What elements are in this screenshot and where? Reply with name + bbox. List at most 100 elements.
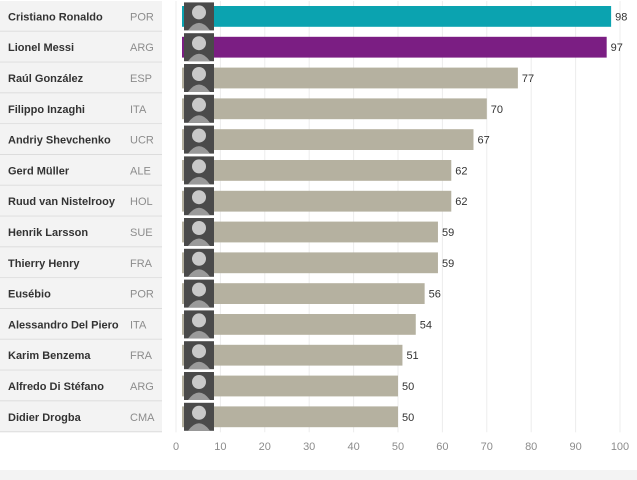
player-portrait-icon — [184, 2, 214, 31]
data-label: 62 — [455, 165, 467, 177]
x-tick-label: 30 — [303, 441, 315, 453]
portrait-head — [192, 282, 206, 297]
data-label: 77 — [522, 73, 534, 85]
player-name: Raúl González — [8, 73, 84, 85]
player-name: Didier Drogba — [8, 412, 82, 424]
bar[interactable] — [182, 67, 518, 89]
bar[interactable] — [182, 6, 612, 27]
portrait-head — [192, 190, 206, 205]
portrait-shoulders — [188, 361, 210, 370]
portrait-shoulders — [188, 300, 210, 308]
bar[interactable] — [182, 283, 425, 304]
x-tick-label: 70 — [481, 441, 493, 453]
data-label: 98 — [615, 11, 627, 23]
player-portrait-icon — [184, 156, 214, 185]
bar[interactable] — [182, 314, 416, 335]
label-cell — [0, 278, 162, 309]
label-cell — [0, 339, 162, 371]
x-tick-label: 0 — [173, 441, 179, 453]
data-label: 97 — [611, 42, 623, 54]
player-country: ARG — [130, 42, 154, 54]
label-cell — [0, 370, 162, 402]
player-portrait-icon — [184, 125, 214, 154]
portrait-shoulders — [188, 207, 210, 216]
portrait-head — [192, 36, 206, 51]
player-name: Gerd Müller — [8, 165, 70, 177]
x-tick-label: 80 — [525, 441, 537, 453]
player-name: Henrik Larsson — [8, 227, 88, 239]
bar[interactable] — [182, 252, 438, 274]
footer-strip — [0, 470, 637, 480]
player-portrait-icon — [184, 372, 214, 400]
player-portrait-icon — [184, 402, 214, 431]
x-tick-label: 90 — [569, 441, 581, 453]
player-name: Alfredo Di Stéfano — [8, 381, 104, 393]
portrait-head — [192, 375, 206, 389]
label-cell — [0, 124, 162, 155]
bar[interactable] — [182, 190, 452, 212]
label-cell — [0, 1, 162, 32]
player-name: Lionel Messi — [8, 42, 74, 54]
label-cell — [0, 62, 162, 94]
label-cell — [0, 31, 162, 63]
player-portrait-icon — [184, 248, 214, 277]
data-label: 62 — [455, 196, 467, 208]
label-cell — [0, 93, 162, 125]
player-portrait-icon — [184, 187, 214, 216]
label-cell — [0, 155, 162, 186]
portrait-shoulders — [188, 269, 210, 277]
player-country: POR — [130, 289, 154, 301]
portrait-shoulders — [188, 423, 210, 431]
portrait-head — [192, 159, 206, 174]
player-country: SUE — [130, 227, 153, 239]
data-label: 50 — [402, 412, 414, 424]
player-country: HOL — [130, 196, 153, 208]
player-country: CMA — [130, 412, 155, 424]
data-label: 50 — [402, 381, 414, 393]
portrait-head — [192, 5, 206, 20]
label-cell — [0, 401, 162, 433]
player-country: ESP — [130, 73, 152, 85]
player-name: Alessandro Del Piero — [8, 319, 119, 331]
bar[interactable] — [182, 36, 607, 58]
x-tick-label: 40 — [347, 441, 359, 453]
player-name: Karim Benzema — [8, 350, 91, 362]
player-portrait-icon — [184, 33, 214, 62]
player-portrait-icon — [184, 310, 214, 339]
player-country: FRA — [130, 258, 153, 270]
portrait-shoulders — [188, 146, 210, 154]
bar[interactable] — [182, 375, 398, 397]
bar[interactable] — [182, 160, 452, 181]
bar[interactable] — [182, 344, 403, 366]
player-portrait-icon — [184, 279, 214, 308]
bar[interactable] — [182, 98, 487, 120]
player-name: Thierry Henry — [8, 258, 80, 270]
player-name: Eusébio — [8, 289, 51, 301]
x-tick-label: 50 — [392, 441, 404, 453]
data-label: 54 — [420, 319, 432, 331]
bar[interactable] — [182, 221, 438, 243]
bar[interactable] — [182, 406, 398, 428]
player-name: Filippo Inzaghi — [8, 104, 85, 116]
player-country: ALE — [130, 165, 151, 177]
player-country: ARG — [130, 381, 154, 393]
player-name: Andriy Shevchenko — [8, 135, 111, 147]
data-label: 59 — [442, 227, 454, 239]
data-label: 51 — [406, 350, 418, 362]
portrait-shoulders — [188, 238, 210, 246]
bar[interactable] — [182, 129, 474, 150]
player-portrait-icon — [184, 218, 214, 246]
label-cell — [0, 309, 162, 340]
portrait-shoulders — [188, 84, 210, 92]
player-country: ITA — [130, 319, 147, 331]
player-country: POR — [130, 11, 154, 23]
x-tick-label: 100 — [611, 441, 629, 453]
portrait-shoulders — [188, 22, 210, 31]
data-label: 70 — [491, 104, 503, 116]
data-label: 67 — [477, 135, 489, 147]
portrait-head — [192, 128, 206, 143]
player-portrait-icon — [184, 94, 214, 123]
portrait-head — [192, 97, 206, 112]
